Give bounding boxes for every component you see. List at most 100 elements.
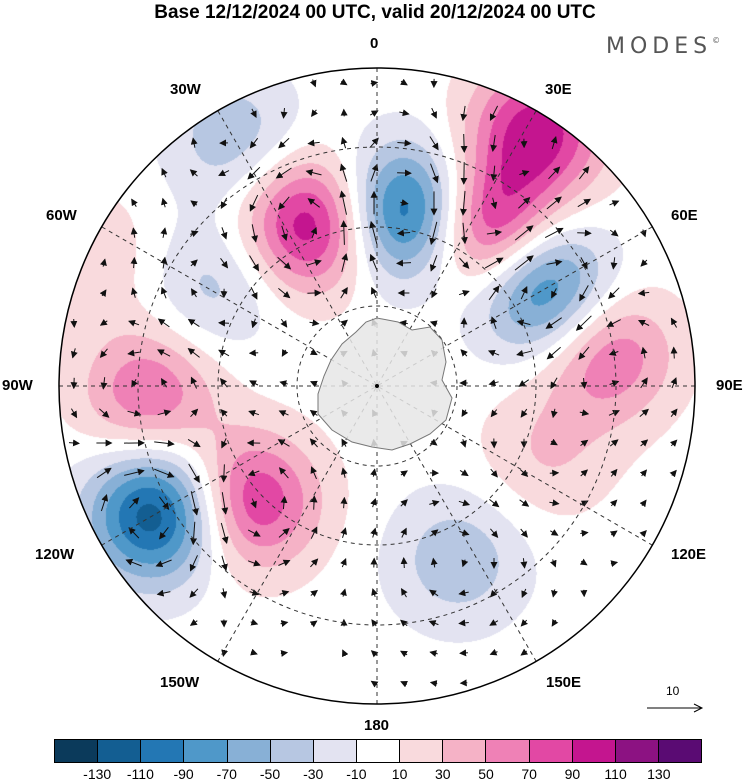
colorbar-segment (400, 740, 444, 762)
colorbar-segment (227, 740, 271, 762)
wind-vector (280, 620, 289, 627)
colorbar-tick: -110 (126, 766, 154, 782)
wind-vector (396, 259, 412, 267)
wind-vector (549, 499, 560, 507)
wind-vector (579, 409, 590, 417)
wind-vector (519, 499, 530, 507)
wind-vector (249, 380, 259, 387)
wind-vector (670, 317, 678, 328)
wind-vector (306, 259, 322, 266)
wind-vector (490, 197, 498, 210)
wind-vector (127, 409, 142, 417)
wind-vector (340, 286, 348, 299)
wind-vector (249, 589, 260, 596)
wind-vector (157, 409, 172, 417)
wind-vector (458, 589, 469, 597)
wind-vector (369, 253, 378, 272)
wind-vector (309, 319, 320, 327)
colorbar-segment (486, 740, 530, 762)
wind-vector (128, 527, 140, 539)
wind-vector (486, 229, 503, 237)
wind-vector (484, 257, 504, 269)
colorbar-tick: 70 (521, 766, 537, 782)
wind-vector (460, 133, 468, 153)
wind-vector (488, 285, 500, 301)
wind-vector (189, 169, 198, 177)
wind-vector (639, 499, 647, 508)
colorbar-tick: -50 (259, 766, 281, 782)
wind-vector (70, 408, 78, 419)
wind-vector (400, 470, 408, 478)
wind-vector (278, 196, 290, 210)
lon-label-30w: 30W (170, 81, 201, 98)
wind-vector (490, 134, 498, 152)
wind-vector (280, 650, 289, 657)
wind-vector (128, 319, 140, 327)
wind-vector (277, 256, 292, 270)
wind-vector (99, 318, 108, 326)
wind-vector (520, 619, 528, 627)
wind-vector (99, 289, 107, 298)
wind-vector (221, 492, 229, 515)
lon-label-180: 180 (364, 717, 390, 734)
wind-vector (96, 467, 112, 479)
wind-vector (309, 409, 318, 417)
wind-vector (548, 166, 561, 180)
modes-logo: MODES© (606, 34, 721, 59)
wind-vector (249, 137, 259, 149)
wind-vector (606, 319, 621, 327)
wind-vector (251, 318, 258, 329)
wind-vector (551, 618, 559, 627)
wind-vector (250, 498, 257, 509)
wind-vector (546, 346, 561, 360)
colorbar-segment (529, 740, 573, 762)
wind-vector (157, 318, 170, 328)
wind-vector (400, 650, 408, 658)
wind-vector (160, 256, 168, 269)
wind-vector (669, 469, 677, 478)
wind-vector (250, 648, 258, 656)
wind-vector (340, 319, 348, 327)
lon-label-120w: 120W (35, 546, 75, 563)
wind-vector (187, 438, 201, 448)
wind-vector (458, 499, 471, 507)
wind-vector (489, 648, 498, 656)
wind-vector (458, 619, 469, 627)
colorbar-tick: -70 (216, 766, 237, 782)
wind-vector (546, 196, 562, 210)
wind-vector (278, 559, 291, 567)
wind-vector (551, 288, 558, 299)
wind-vector (70, 348, 78, 359)
wind-vector (220, 258, 229, 269)
wind-vector (307, 289, 322, 297)
wind-vector (487, 349, 500, 357)
lon-label-150e: 150E (546, 674, 582, 691)
wind-vector (520, 285, 528, 300)
wind-vector (340, 588, 347, 597)
wind-vector (638, 319, 650, 327)
wind-vector (579, 285, 589, 302)
wind-vector (397, 139, 412, 147)
wind-vector (189, 618, 198, 626)
wind-vector (187, 347, 200, 358)
wind-vector (100, 258, 107, 267)
wind-vector (341, 438, 348, 447)
wind-vector (281, 225, 288, 242)
wind-vector (247, 166, 261, 180)
wind-vector (460, 439, 467, 448)
lon-label-60w: 60W (46, 207, 77, 224)
wind-vector (249, 255, 260, 272)
wind-vector (220, 197, 228, 209)
colorbar-tick: -130 (83, 766, 112, 782)
wind-vector (277, 439, 290, 447)
wind-vector (161, 167, 168, 178)
wind-vector (309, 79, 317, 88)
wind-vector (310, 495, 318, 510)
wind-vector (400, 680, 409, 688)
wind-vector (550, 529, 559, 536)
wind-vector (639, 408, 649, 417)
lon-label-90e: 90E (716, 377, 743, 394)
wind-vector (220, 227, 228, 240)
wind-vector (546, 259, 563, 267)
wind-vector (220, 409, 228, 417)
